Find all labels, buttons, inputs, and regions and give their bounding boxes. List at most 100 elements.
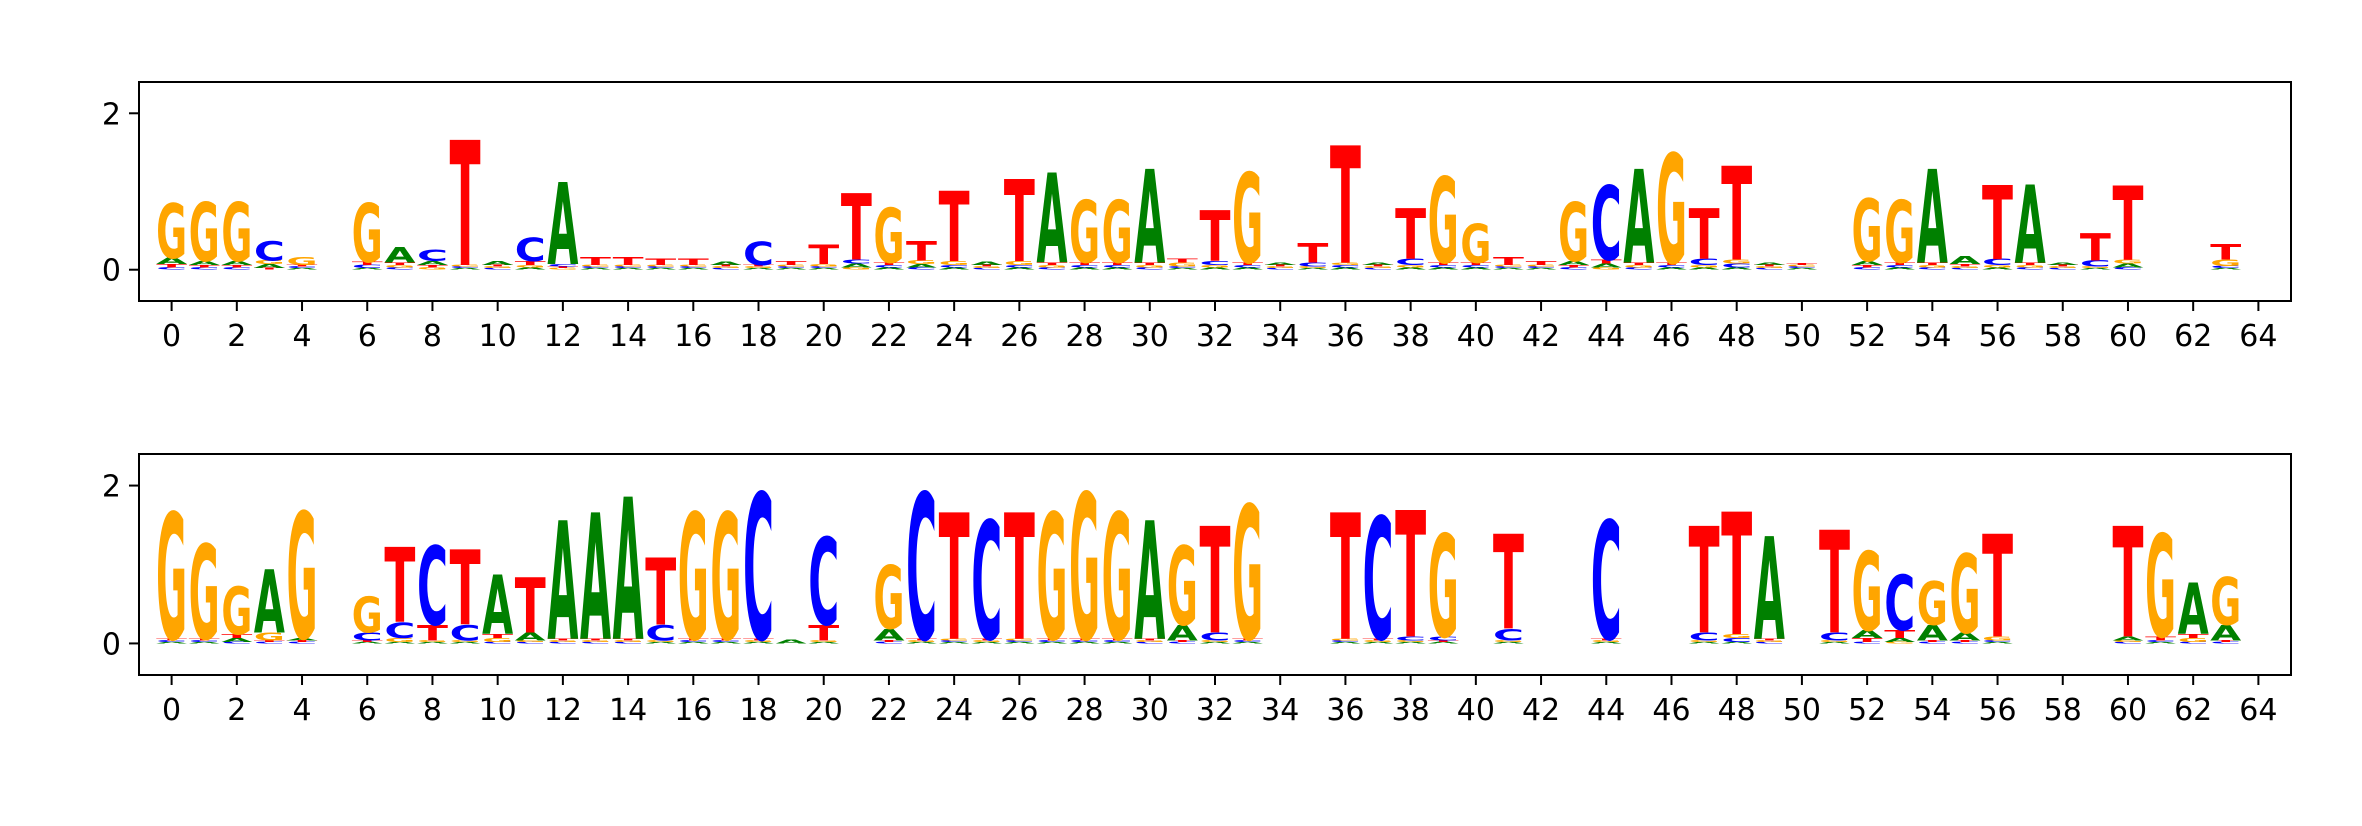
logo-letter: G (1363, 266, 1394, 269)
logo-letter: T (613, 255, 644, 268)
logo-letter: T (1493, 255, 1524, 268)
x-tick-label: 36 (1326, 693, 1364, 728)
x-tick-label: 64 (2239, 319, 2277, 354)
logo-letter: G (743, 266, 774, 269)
x-tick-label: 18 (739, 693, 777, 728)
logo-letter: G (678, 479, 709, 680)
logo-letter: G (547, 268, 578, 271)
logo-letter: C (2047, 268, 2078, 271)
logo-letter: C (906, 267, 937, 271)
x-tick-label: 20 (805, 693, 843, 728)
logo-letter: T (1395, 477, 1426, 678)
logo-letter: G (482, 266, 513, 269)
logo-letter: T (1591, 258, 1622, 264)
logo-letter: A (1428, 641, 1459, 644)
logo-letter: G (1689, 264, 1720, 268)
logo-letter: A (2015, 164, 2046, 288)
logo-letter: A (873, 267, 904, 271)
logo-letter: G (189, 519, 220, 670)
logo-letter: C (613, 641, 644, 644)
x-tick-label: 2 (227, 693, 246, 728)
logo-letter: T (2112, 165, 2143, 284)
logo-letter: T (1036, 262, 1067, 266)
logo-letter: T (417, 264, 448, 268)
logo-letter: A (1982, 267, 2013, 271)
logo-letter: C (678, 266, 709, 269)
logo-letter: C (1167, 266, 1198, 269)
x-tick-label: 4 (292, 319, 311, 354)
logo-letter: A (450, 641, 481, 644)
logo-letter: G (1330, 262, 1361, 266)
logo-letter: G (808, 640, 839, 643)
logo-letter: C (450, 266, 481, 269)
logo-letter: A (678, 641, 709, 644)
logo-letter: C (1460, 264, 1491, 268)
logo-letter: C (1134, 641, 1165, 644)
logo-letter: G (1982, 635, 2013, 641)
logo-letter: C (645, 266, 676, 269)
logo-letter: G (1689, 640, 1720, 643)
logo-letter: T (808, 621, 839, 646)
logo-letter: G (808, 264, 839, 268)
logo-letter: T (1134, 638, 1165, 641)
logo-letter: C (841, 258, 872, 264)
logo-letter: A (1493, 641, 1524, 644)
logo-letter: T (352, 640, 383, 643)
logo-letter: T (1884, 262, 1915, 266)
logo-letter: C (580, 641, 611, 644)
logo-letter: T (547, 638, 578, 641)
logo-letter: A (1395, 267, 1426, 271)
logo-letter: C (1167, 641, 1198, 644)
logo-letter: A (515, 267, 546, 271)
logo-letter: A (1460, 267, 1491, 271)
logo-letter: T (939, 173, 970, 285)
logo-letter: T (1754, 265, 1785, 268)
x-tick-label: 48 (1718, 319, 1756, 354)
x-tick-label: 40 (1457, 693, 1495, 728)
logo-letter: G (221, 188, 252, 281)
x-tick-label: 16 (674, 693, 712, 728)
logo-letter: C (1852, 267, 1883, 271)
logo-letter: G (156, 188, 187, 275)
x-tick-label: 8 (423, 693, 442, 728)
logo-letter: C (1884, 560, 1915, 648)
logo-letter: G (384, 264, 415, 268)
x-tick-label: 38 (1392, 319, 1430, 354)
x-tick-label: 56 (1978, 319, 2016, 354)
logo-letter: G (1036, 479, 1067, 680)
logo-letter: T (2112, 497, 2143, 673)
logo-letter: G (1134, 264, 1165, 268)
logo-letter: G (645, 640, 676, 643)
logo-letter: C (613, 266, 644, 269)
logo-letter: T (1004, 479, 1035, 680)
x-tick-label: 64 (2239, 693, 2277, 728)
x-tick-label: 10 (479, 693, 517, 728)
logo-letter: C (1428, 635, 1459, 641)
logo-letter: G (1754, 640, 1785, 643)
logo-letter: T (580, 638, 611, 641)
logo-letter: A (1721, 267, 1752, 271)
logo-letter: T (287, 640, 318, 643)
logo-letter: C (547, 641, 578, 644)
logo-letter: T (1819, 502, 1850, 666)
logo-letter: A (743, 641, 774, 644)
logo-letter: A (1134, 488, 1165, 677)
logo-letter: T (384, 262, 415, 266)
logo-letter: C (710, 268, 741, 271)
logo-letter: T (1917, 262, 1948, 266)
logo-letter: G (287, 479, 318, 680)
x-tick-label: 56 (1978, 693, 2016, 728)
logo-letter: A (1363, 262, 1394, 266)
logo-letter: C (2112, 267, 2143, 271)
logo-letter: T (2210, 240, 2241, 265)
logo-letter: A (189, 260, 220, 266)
logo-letter: C (710, 640, 741, 643)
logo-letter: C (1754, 268, 1785, 271)
logo-letter: C (1689, 257, 1720, 267)
logo-letter: G (1428, 153, 1459, 291)
logo-letter: A (384, 641, 415, 644)
logo-letter: C (971, 488, 1002, 677)
logo-letter: A (1982, 641, 2013, 644)
logo-letter: G (939, 638, 970, 641)
x-tick-label: 18 (739, 319, 777, 354)
